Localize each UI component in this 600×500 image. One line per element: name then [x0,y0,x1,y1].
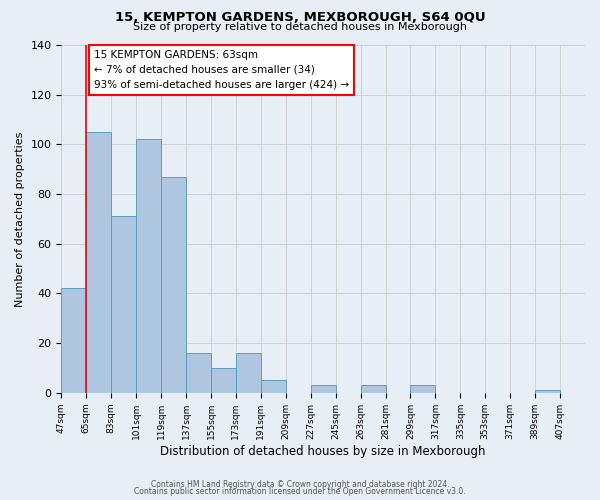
Text: 15, KEMPTON GARDENS, MEXBOROUGH, S64 0QU: 15, KEMPTON GARDENS, MEXBOROUGH, S64 0QU [115,11,485,24]
Bar [161,176,186,393]
Text: 15 KEMPTON GARDENS: 63sqm
← 7% of detached houses are smaller (34)
93% of semi-d: 15 KEMPTON GARDENS: 63sqm ← 7% of detach… [94,50,349,90]
Bar [186,353,211,393]
Bar [86,132,111,393]
Y-axis label: Number of detached properties: Number of detached properties [15,131,25,306]
Bar [311,386,335,393]
X-axis label: Distribution of detached houses by size in Mexborough: Distribution of detached houses by size … [160,444,486,458]
Bar [236,353,261,393]
Bar [136,140,161,393]
Text: Size of property relative to detached houses in Mexborough: Size of property relative to detached ho… [133,22,467,32]
Bar [111,216,136,393]
Bar [211,368,236,393]
Bar [410,386,436,393]
Text: Contains HM Land Registry data © Crown copyright and database right 2024.: Contains HM Land Registry data © Crown c… [151,480,449,489]
Bar [361,386,386,393]
Bar [61,288,86,393]
Bar [261,380,286,393]
Bar [535,390,560,393]
Text: Contains public sector information licensed under the Open Government Licence v3: Contains public sector information licen… [134,487,466,496]
